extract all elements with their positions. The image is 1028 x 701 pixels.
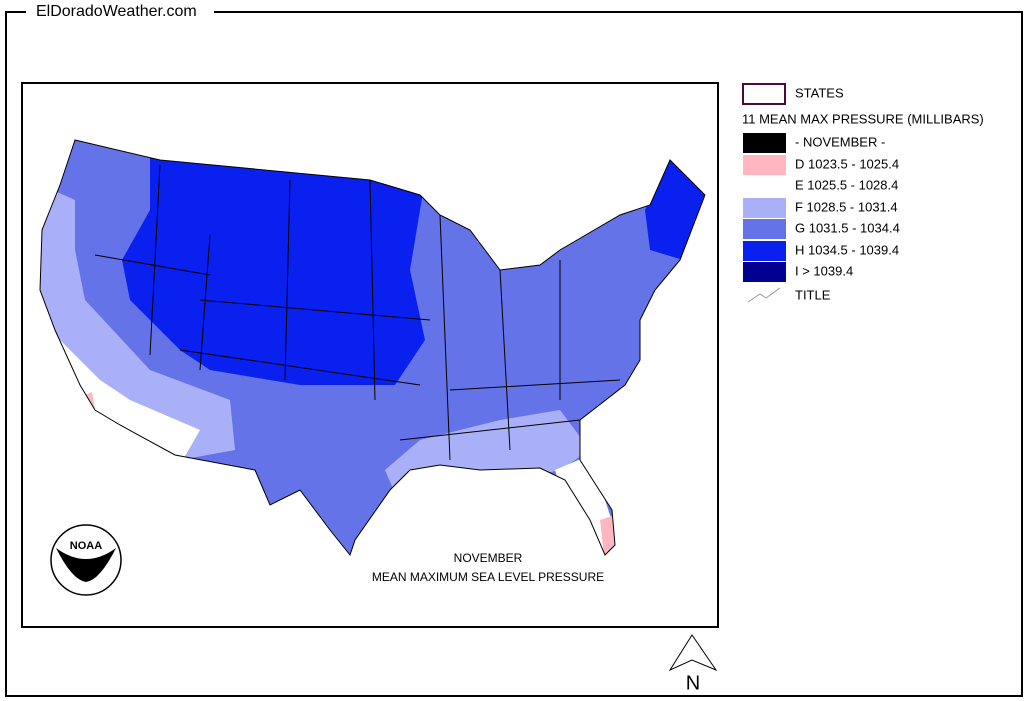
legend-title-entry: TITLE (795, 287, 831, 302)
legend-label: D 1023.5 - 1025.4 (795, 156, 899, 171)
noaa-bird (56, 548, 116, 582)
region-h (122, 155, 425, 385)
legend-swatch (743, 262, 786, 282)
legend-swatch (743, 176, 786, 196)
site-label-bg (26, 2, 214, 22)
legend-title-icon (747, 287, 781, 303)
map-caption: MEAN MAXIMUM SEA LEVEL PRESSURE (372, 570, 604, 584)
north-label: N (686, 672, 700, 694)
legend-label: E 1025.5 - 1028.4 (795, 177, 898, 192)
legend-label: F 1028.5 - 1031.4 (795, 199, 898, 214)
legend-states: STATES (795, 85, 844, 100)
noaa-text: NOAA (70, 540, 102, 552)
outer-frame (5, 11, 1023, 697)
site-label: ElDoradoWeather.com (36, 3, 197, 20)
state-lines (39, 139, 706, 557)
map-caption: NOVEMBER (454, 551, 523, 565)
legend-swatch (743, 241, 786, 261)
legend-label: H 1034.5 - 1039.4 (795, 242, 899, 257)
legend-swatch (743, 198, 786, 218)
legend-label: I > 1039.4 (795, 263, 853, 278)
legend-swatch (743, 155, 786, 175)
legend-swatch (743, 133, 786, 153)
legend-title: 11 MEAN MAX PRESSURE (MILLIBARS) (742, 111, 984, 126)
legend-label: - NOVEMBER - (795, 134, 885, 149)
legend-label: G 1031.5 - 1034.4 (795, 220, 900, 235)
legend-swatch (743, 219, 786, 239)
north-arrow (668, 634, 718, 672)
legend-items: - NOVEMBER - D 1023.5 - 1025.4 E 1025.5 - … (743, 133, 900, 282)
legend-states-swatch (742, 83, 786, 105)
